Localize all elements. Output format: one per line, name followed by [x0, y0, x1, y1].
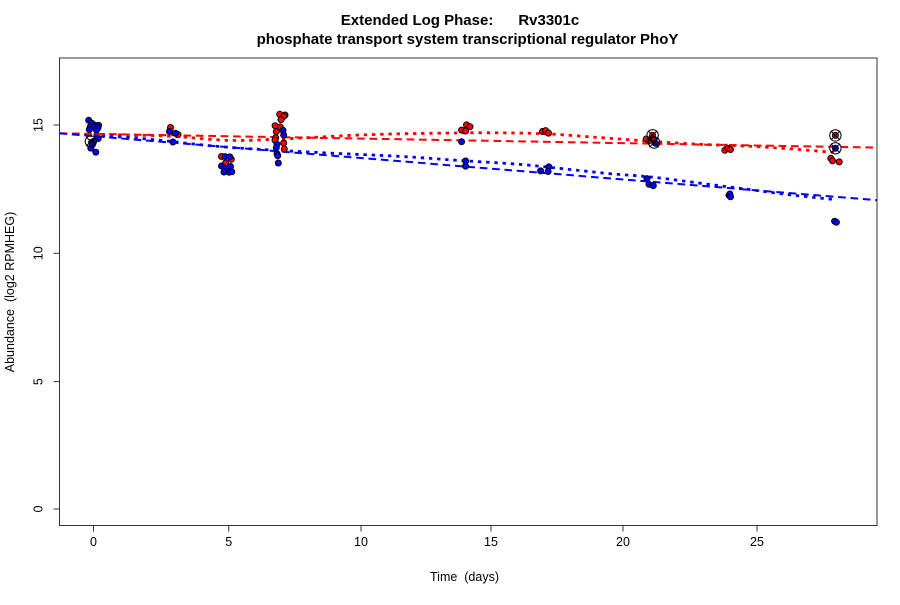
- svg-text:Extended Log Phase: Rv330: Extended Log Phase: Rv3301c: [341, 12, 579, 29]
- svg-text:15: 15: [484, 535, 498, 549]
- svg-text:25: 25: [750, 535, 764, 549]
- svg-text:5: 5: [32, 378, 46, 385]
- svg-text:5: 5: [225, 535, 232, 549]
- svg-text:Time (days): Time (days): [430, 570, 499, 584]
- svg-text:Abundance (log2 RPMHEG): Abundance (log2 RPMHEG): [3, 212, 17, 373]
- svg-text:20: 20: [616, 535, 630, 549]
- svg-text:phosphate transport system tra: phosphate transport system transcription…: [257, 31, 679, 48]
- svg-text:10: 10: [32, 246, 46, 260]
- svg-text:0: 0: [32, 505, 46, 512]
- svg-text:10: 10: [354, 535, 368, 549]
- svg-text:15: 15: [32, 118, 46, 132]
- svg-text:0: 0: [90, 535, 97, 549]
